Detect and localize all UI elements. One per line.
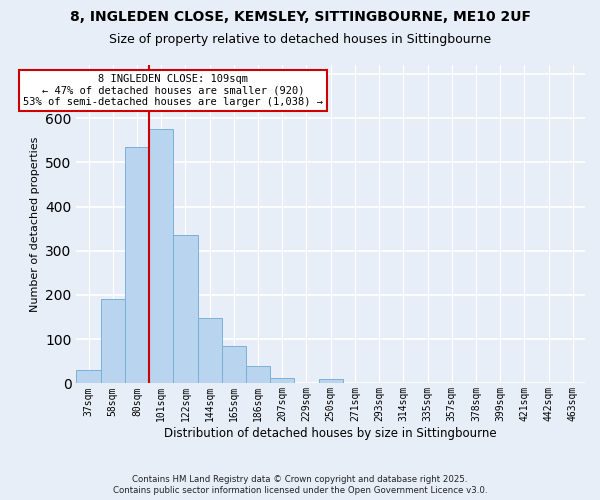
Bar [101, 300, 125, 384]
Text: 8, INGLEDEN CLOSE, KEMSLEY, SITTINGBOURNE, ME10 2UF: 8, INGLEDEN CLOSE, KEMSLEY, SITTINGBOURN… [70, 10, 530, 24]
Bar [319, 379, 343, 384]
Bar [149, 129, 173, 384]
Bar [125, 147, 149, 384]
Bar [173, 236, 197, 384]
Text: 8 INGLEDEN CLOSE: 109sqm
← 47% of detached houses are smaller (920)
53% of semi-: 8 INGLEDEN CLOSE: 109sqm ← 47% of detach… [23, 74, 323, 107]
Bar [270, 378, 295, 384]
Bar [222, 346, 246, 384]
Bar [76, 370, 101, 384]
Bar [246, 366, 270, 384]
Text: Contains public sector information licensed under the Open Government Licence v3: Contains public sector information licen… [113, 486, 487, 495]
X-axis label: Distribution of detached houses by size in Sittingbourne: Distribution of detached houses by size … [164, 427, 497, 440]
Y-axis label: Number of detached properties: Number of detached properties [29, 136, 40, 312]
Text: Size of property relative to detached houses in Sittingbourne: Size of property relative to detached ho… [109, 32, 491, 46]
Text: Contains HM Land Registry data © Crown copyright and database right 2025.: Contains HM Land Registry data © Crown c… [132, 475, 468, 484]
Bar [197, 318, 222, 384]
